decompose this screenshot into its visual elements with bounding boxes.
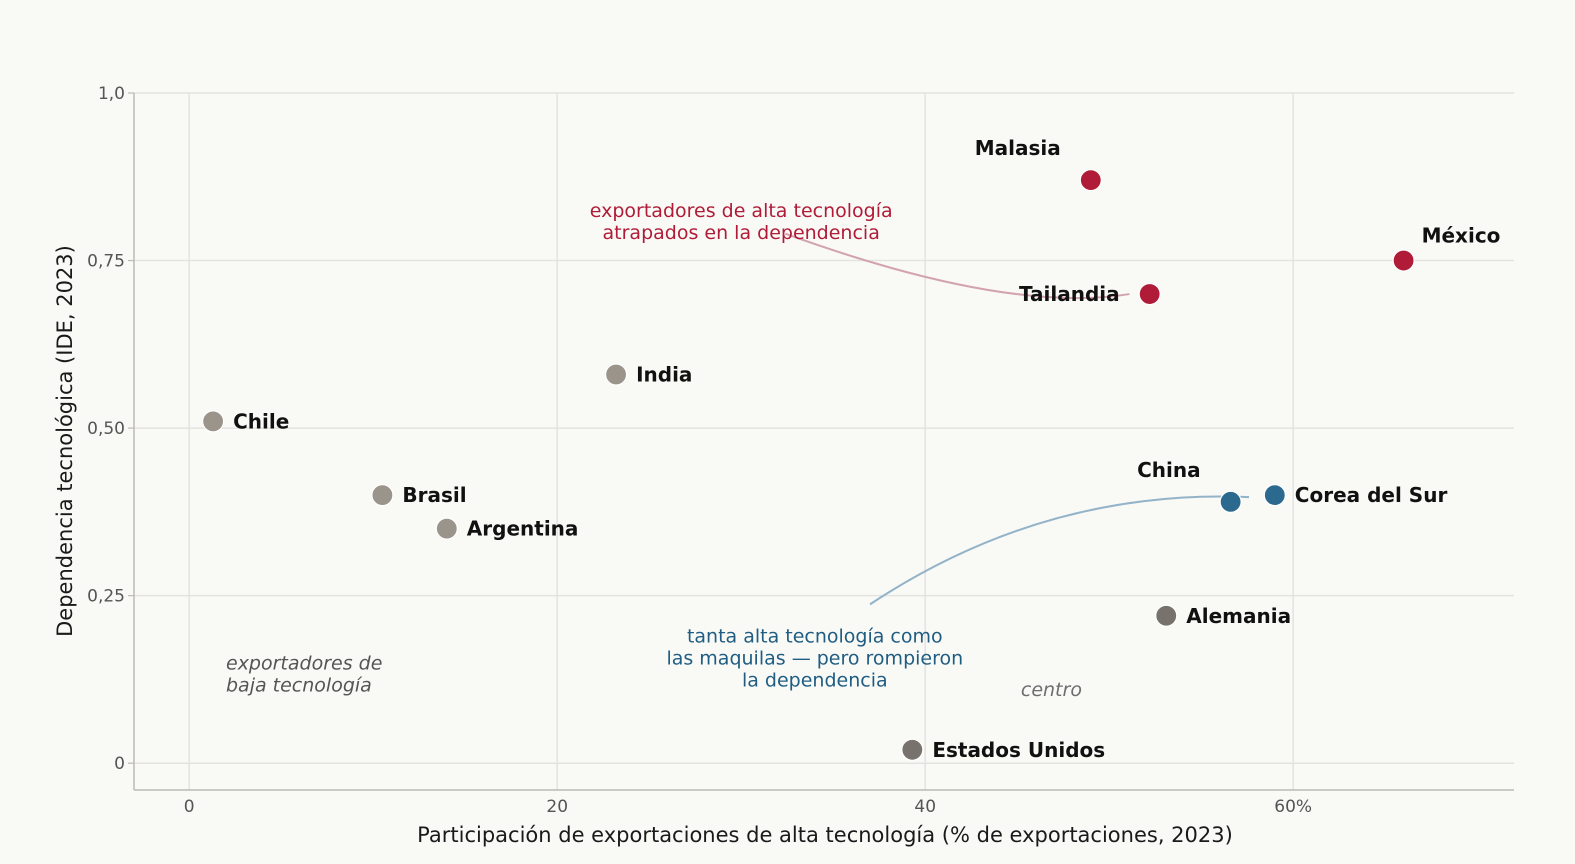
point-label-tailandia: Tailandia	[1019, 282, 1120, 306]
x-tick-label: 20	[546, 797, 568, 817]
point-tailandia	[1138, 282, 1161, 306]
ann-red-line: exportadores de alta tecnología	[590, 200, 893, 222]
point-brasil	[371, 484, 394, 507]
annotation-arrows	[785, 232, 1250, 606]
point-chile	[202, 410, 225, 433]
axes	[128, 92, 1514, 791]
point-label-estados-unidos: Estados Unidos	[932, 738, 1105, 762]
point-china	[1219, 490, 1242, 513]
point-estados-unidos	[901, 738, 924, 761]
tick-labels: 0 20 40 60% 0 0,25 0,50 0,75 1,0	[87, 84, 1312, 817]
point-label-argentina: Argentina	[467, 517, 579, 541]
x-tick-label: 40	[914, 797, 936, 817]
data-points	[202, 169, 1415, 761]
point-label-china: China	[1137, 458, 1201, 482]
point-label-malasia: Malasia	[975, 136, 1061, 160]
ann-red-arrow	[785, 232, 1130, 300]
x-tick-label: 60%	[1274, 797, 1312, 817]
y-tick-label: 0	[114, 754, 125, 774]
annotations: exportadores de alta tecnologíaatrapados…	[226, 200, 1082, 701]
point-labels: Malasia México Tailandia India Chile BrasilAr…	[233, 136, 1500, 762]
point-label-chile: Chile	[233, 409, 289, 433]
grid-lines	[134, 92, 1514, 790]
point-mexico	[1392, 249, 1415, 272]
point-argentina	[435, 517, 458, 540]
y-tick-label: 0,25	[87, 587, 125, 607]
ann-red-line: atrapados en la dependencia	[603, 222, 880, 244]
ann-blue-line: tanta alta tecnología como	[687, 626, 943, 648]
point-corea-del-sur	[1263, 484, 1286, 507]
x-tick-label: 0	[184, 797, 195, 817]
point-label-brasil: Brasil	[402, 483, 466, 507]
point-malasia	[1079, 169, 1102, 192]
ann-blue-arrow	[869, 495, 1250, 606]
y-tick-label: 1,0	[98, 84, 125, 104]
ann-low-line: exportadores de	[226, 652, 382, 674]
x-axis-title: Participación de exportaciones de alta t…	[417, 823, 1233, 847]
ann-blue-line: las maquilas — pero rompieron	[666, 648, 963, 670]
point-label-india: India	[636, 362, 692, 386]
ann-low-line: baja tecnología	[226, 674, 372, 696]
ann-blue-line: la dependencia	[742, 670, 888, 692]
point-alemania	[1155, 604, 1178, 627]
point-label-mexico: México	[1422, 224, 1501, 248]
y-tick-label: 0,75	[87, 252, 125, 272]
point-label-alemania: Alemania	[1186, 604, 1291, 628]
y-tick-label: 0,50	[87, 419, 125, 439]
ann-centro-line: centro	[1021, 679, 1082, 701]
y-axis-title: Dependencia tecnológica (IDE, 2023)	[53, 245, 77, 637]
point-india	[604, 363, 628, 386]
point-label-corea-del-sur: Corea del Sur	[1295, 483, 1448, 507]
